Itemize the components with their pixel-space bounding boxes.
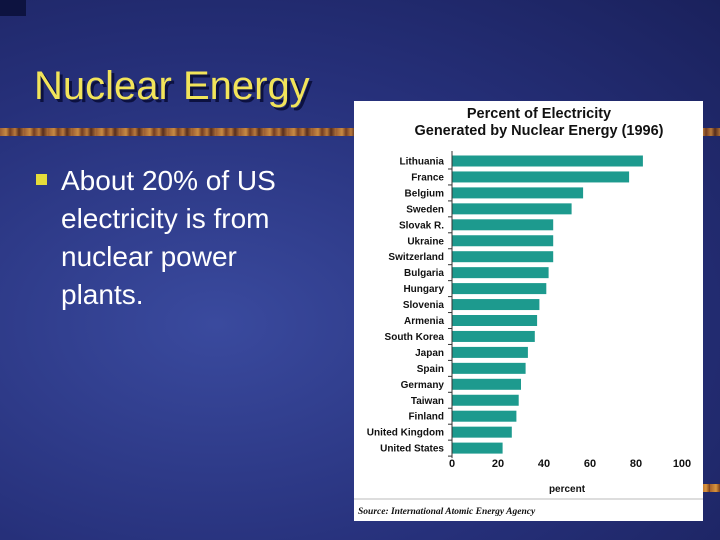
category-label: Sweden [406,204,444,215]
slide-title: Nuclear Energy [34,64,310,108]
chart-figure: Percent of Electricity Generated by Nucl… [354,101,703,521]
category-label: United States [380,444,444,455]
bars-group [452,155,643,454]
bar-slovak-r [452,219,554,231]
bullet-text: About 20% of US electricity is from nucl… [61,165,276,310]
category-labels: Lithuania France Belgium Sweden Slovak R. Ukr… [367,157,452,457]
bar-bulgaria [452,267,549,279]
category-label: Germany [401,380,445,391]
category-label: Belgium [405,188,445,199]
x-axis-ticks: 0 20 40 60 80 100 [449,458,691,470]
category-label: United Kingdom [367,428,444,439]
x-tick-label: 40 [538,458,550,470]
x-tick-label: 0 [449,458,455,470]
category-label: Slovenia [403,300,445,311]
bar-hungary [452,283,547,295]
bar-japan [452,346,528,358]
divider-rule-stub [700,484,720,492]
category-label: France [411,172,444,183]
bar-south-korea [452,330,535,342]
bar-lithuania [452,155,643,167]
category-label: South Korea [385,332,445,343]
category-label: Ukraine [407,236,444,247]
category-label: Lithuania [400,157,445,168]
bar-taiwan [452,394,519,406]
bar-united-states [452,442,503,454]
nuclear-energy-chart: Percent of Electricity Generated by Nucl… [354,106,703,517]
bar-finland [452,410,517,422]
bullet-square-icon [36,174,47,185]
chart-title-line2: Generated by Nuclear Energy (1996) [414,123,663,139]
category-label: Spain [417,364,444,375]
category-label: Hungary [403,284,444,295]
chart-source: Source: International Atomic Energy Agen… [358,507,536,517]
x-axis-label: percent [549,484,586,495]
x-tick-label: 100 [673,458,691,470]
bar-germany [452,378,521,390]
bar-united-kingdom [452,426,512,438]
chart-title-line1: Percent of Electricity [467,106,611,122]
category-label: Japan [415,348,444,359]
corner-accent [0,0,26,16]
x-tick-label: 20 [492,458,504,470]
bar-ukraine [452,235,554,247]
category-label: Switzerland [388,252,444,263]
bar-france [452,171,630,183]
category-label: Slovak R. [399,220,444,231]
bar-spain [452,362,526,374]
bar-switzerland [452,251,554,263]
bullet-item: About 20% of US electricity is from nucl… [36,162,326,314]
category-label: Bulgaria [404,268,444,279]
bar-sweden [452,203,572,215]
category-label: Finland [408,412,444,423]
x-tick-label: 60 [584,458,596,470]
bar-armenia [452,315,538,326]
x-tick-label: 80 [630,458,642,470]
category-label: Taiwan [411,396,444,407]
category-label: Armenia [404,316,444,327]
bar-slovenia [452,299,540,311]
bar-belgium [452,187,584,199]
